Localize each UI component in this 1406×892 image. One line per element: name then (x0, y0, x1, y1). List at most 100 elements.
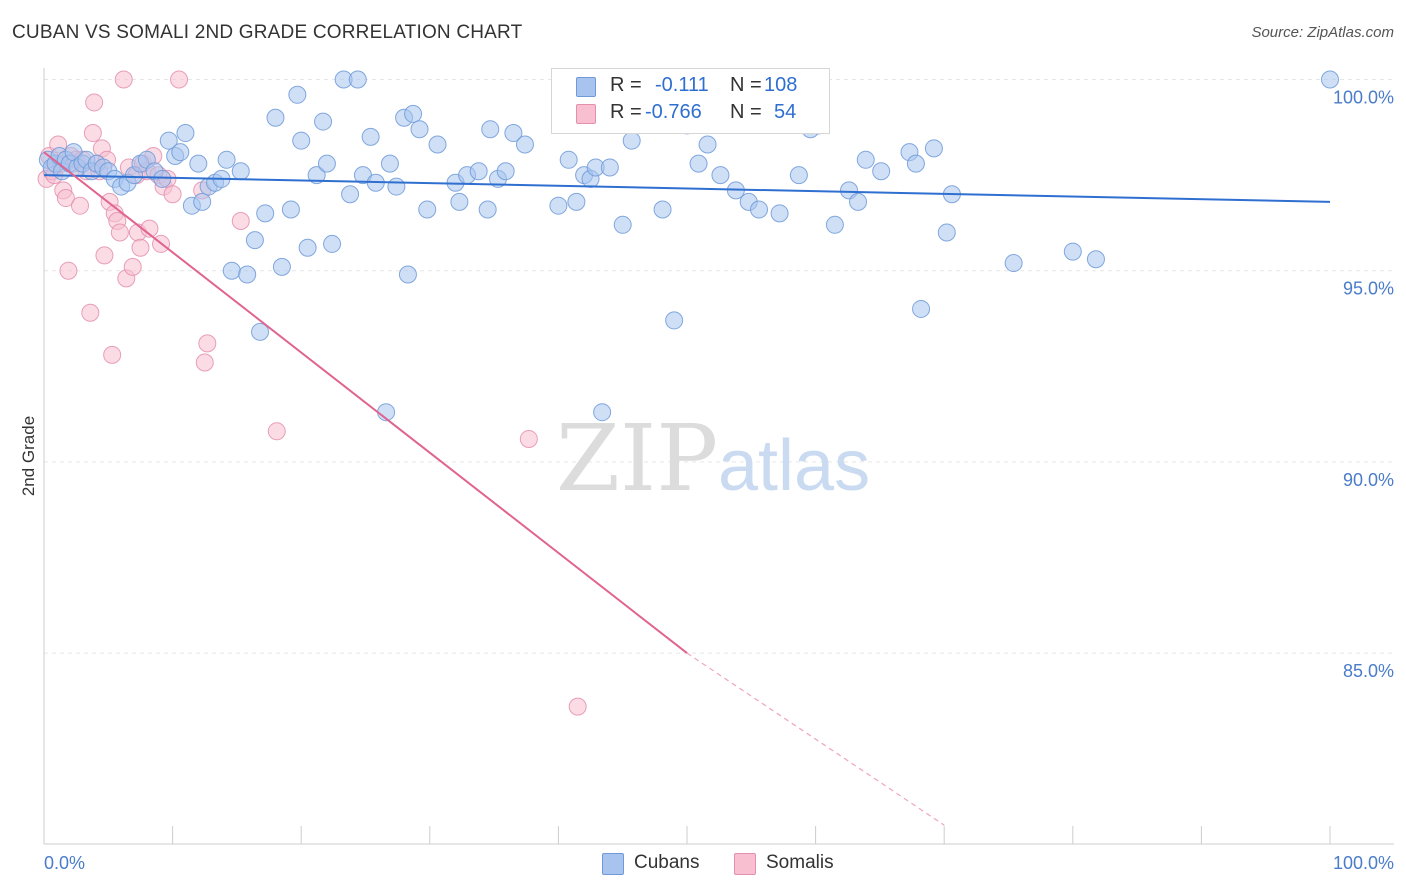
point-cubans (418, 200, 437, 219)
point-cubans (478, 200, 497, 219)
point-cubans (193, 192, 212, 211)
point-cubans (1004, 254, 1023, 273)
y-axis-label: 2nd Grade (19, 416, 38, 496)
point-somalis (95, 246, 114, 265)
legend-swatch-somalis (734, 853, 756, 875)
point-somalis (131, 238, 150, 257)
point-cubans (481, 120, 500, 139)
point-somalis (123, 257, 142, 276)
point-cubans (189, 154, 208, 173)
point-cubans (298, 238, 317, 257)
point-somalis (56, 189, 75, 208)
series-cubans-points (38, 70, 1339, 422)
point-cubans (789, 166, 808, 185)
legend-label-somalis: Somalis (766, 852, 834, 873)
point-cubans (496, 162, 515, 181)
point-cubans (272, 257, 291, 276)
point-cubans (924, 139, 943, 158)
legend-r-value: -0.111 (655, 74, 709, 96)
point-cubans (398, 265, 417, 284)
point-cubans (622, 131, 641, 150)
legend-row-somalis: R = -0.766 N = 54 (552, 101, 829, 127)
point-cubans (711, 166, 730, 185)
point-cubans (281, 200, 300, 219)
point-somalis (83, 124, 102, 143)
legend-n-label: N = (730, 101, 762, 123)
point-cubans (231, 162, 250, 181)
point-cubans (266, 108, 285, 127)
legend-n-value: 54 (774, 101, 797, 123)
point-somalis (231, 211, 250, 230)
point-cubans (593, 403, 612, 422)
point-cubans (750, 200, 769, 219)
point-cubans (1063, 242, 1082, 261)
point-cubans (469, 162, 488, 181)
point-cubans (292, 131, 311, 150)
x-tick-label-max: 100.0% (1333, 853, 1394, 873)
point-cubans (251, 322, 270, 341)
legend-r-label: R = (610, 74, 642, 96)
point-cubans (653, 200, 672, 219)
point-somalis (163, 185, 182, 204)
point-somalis (81, 303, 100, 322)
point-cubans (450, 192, 469, 211)
point-somalis (110, 223, 129, 242)
point-cubans (256, 204, 275, 223)
point-cubans (317, 154, 336, 173)
y-tick-label: 90.0% (1343, 470, 1394, 490)
point-cubans (341, 185, 360, 204)
point-somalis (114, 70, 133, 89)
point-cubans (348, 70, 367, 89)
point-somalis (267, 422, 286, 441)
point-somalis (71, 196, 90, 215)
point-cubans (176, 124, 195, 143)
point-cubans (559, 150, 578, 169)
trend-line-somalis (43, 151, 688, 654)
y-tick-label: 85.0% (1343, 661, 1394, 681)
point-somalis (195, 353, 214, 372)
legend-n-value: 108 (764, 74, 798, 96)
point-somalis (103, 345, 122, 364)
watermark-atlas: atlas (718, 426, 870, 506)
point-cubans (770, 204, 789, 223)
point-cubans (1321, 70, 1339, 89)
point-cubans (912, 299, 931, 318)
point-cubans (872, 162, 891, 181)
point-somalis (519, 429, 538, 448)
point-cubans (689, 154, 708, 173)
point-cubans (549, 196, 568, 215)
point-cubans (937, 223, 956, 242)
point-cubans (380, 154, 399, 173)
point-cubans (410, 120, 429, 139)
watermark: ZIP atlas (556, 405, 870, 512)
point-cubans (698, 135, 717, 154)
point-cubans (428, 135, 447, 154)
point-cubans (856, 150, 875, 169)
point-cubans (387, 177, 406, 196)
point-cubans (307, 166, 326, 185)
point-cubans (222, 261, 241, 280)
point-cubans (825, 215, 844, 234)
y-tick-label: 95.0% (1343, 279, 1394, 299)
legend-swatch-cubans (576, 77, 596, 97)
point-cubans (323, 234, 342, 253)
point-cubans (159, 131, 178, 150)
y-tick-label: 100.0% (1333, 88, 1394, 108)
point-somalis (568, 697, 587, 716)
chart-title: CUBAN VS SOMALI 2ND GRADE CORRELATION CH… (12, 22, 523, 43)
point-cubans (515, 135, 534, 154)
point-somalis (170, 70, 189, 89)
point-somalis (85, 93, 104, 112)
point-cubans (600, 158, 619, 177)
legend-row-cubans: R = -0.111 N = 108 (552, 74, 829, 100)
y-tick-labels: 85.0% 90.0% 95.0% 100.0% (1333, 88, 1394, 682)
x-tick-label-min: 0.0% (44, 853, 85, 873)
point-cubans (314, 112, 333, 131)
point-cubans (153, 169, 172, 188)
point-cubans (665, 311, 684, 330)
point-cubans (171, 143, 190, 162)
trend-line-cubans (43, 174, 1331, 203)
point-cubans (849, 192, 868, 211)
point-cubans (906, 154, 925, 173)
